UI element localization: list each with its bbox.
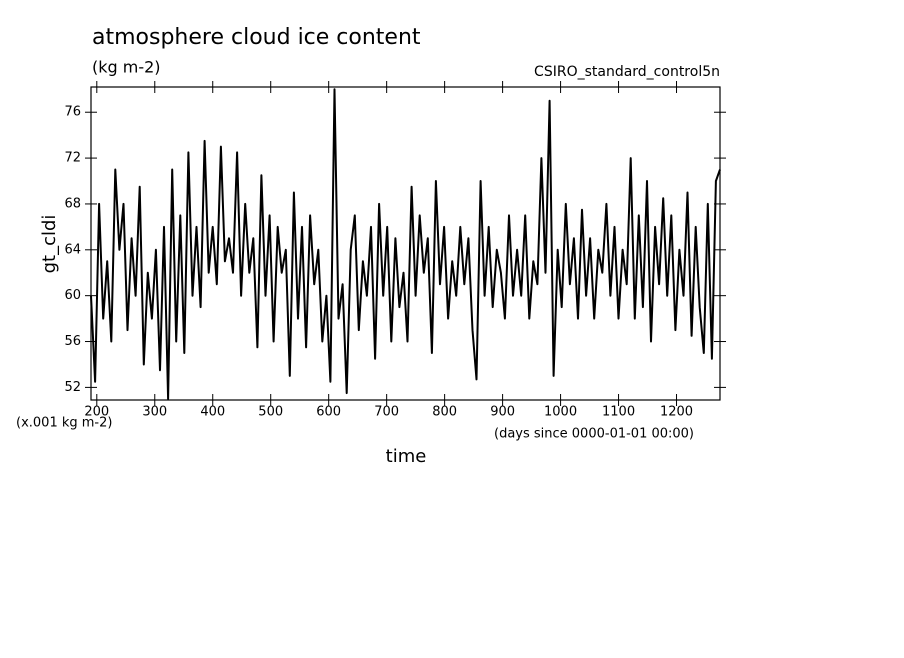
x-tick-label: 1100 (602, 405, 635, 420)
x-tick-label: 200 (84, 405, 109, 420)
x-tick-label: 1200 (660, 405, 693, 420)
y-tick-label: 68 (64, 196, 81, 211)
chart-subtitle: (kg m-2) (92, 58, 161, 77)
x-tick-label: 400 (200, 405, 225, 420)
chart-title: atmosphere cloud ice content (92, 25, 421, 50)
data-line (90, 88, 721, 400)
x-tick-label: 500 (258, 405, 283, 420)
x-tick-label: 900 (490, 405, 515, 420)
y-tick-label: 56 (64, 334, 81, 349)
y-tick-label: 60 (64, 288, 81, 303)
plot-frame (90, 86, 721, 401)
y-axis-label: gt_cldi (39, 215, 60, 274)
y-tick-label: 64 (64, 242, 81, 257)
y-tick-label: 52 (64, 380, 81, 395)
x-tick-label: 700 (374, 405, 399, 420)
y-tick-label: 76 (64, 105, 81, 120)
x-tick-label: 300 (142, 405, 167, 420)
x-axis-label: time (386, 446, 427, 467)
x-tick-label: 1000 (544, 405, 577, 420)
y-units: (x.001 kg m-2) (16, 416, 112, 431)
x-tick-label: 600 (316, 405, 341, 420)
x-tick-label: 800 (432, 405, 457, 420)
y-tick-label: 72 (64, 151, 81, 166)
dataset-label: CSIRO_standard_control5n (534, 64, 720, 80)
x-units: (days since 0000-01-01 00:00) (494, 427, 694, 442)
